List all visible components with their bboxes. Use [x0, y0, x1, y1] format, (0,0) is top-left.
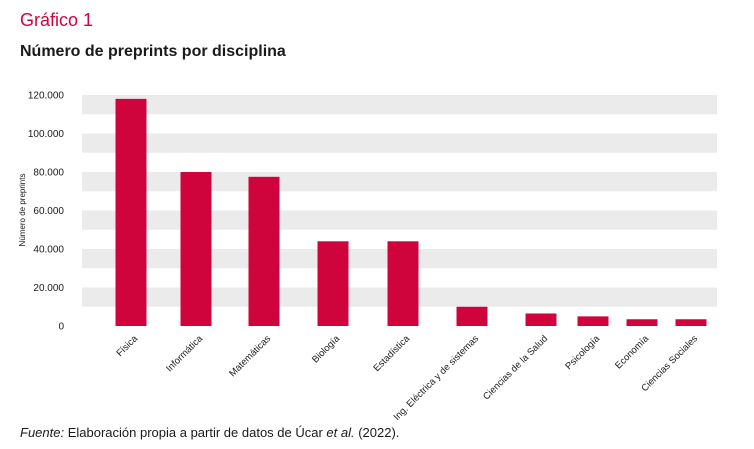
bar	[577, 316, 609, 326]
source-note: Fuente: Elaboración propia a partir de d…	[20, 425, 399, 440]
x-tick-label: Física	[114, 333, 140, 359]
chart-title: Número de preprints por disciplina	[20, 43, 286, 60]
y-tick-label: 60.000	[33, 206, 64, 217]
source-text: Elaboración propia a partir de datos de …	[64, 425, 327, 440]
y-axis-label: Número de preprints	[18, 174, 27, 247]
bar	[675, 319, 707, 326]
x-tick-label: Psicología	[563, 333, 602, 372]
x-tick-label: Economía	[613, 333, 652, 372]
x-tick-label: Ciencias de la Salud	[481, 333, 550, 402]
figure-label: Gráfico 1	[20, 10, 94, 30]
source-prefix: Fuente:	[20, 425, 65, 440]
x-tick-label: Informática	[164, 333, 206, 375]
bar	[180, 172, 212, 326]
bar	[248, 176, 280, 326]
x-tick-label: Matemáticas	[227, 333, 273, 379]
bar	[626, 319, 658, 326]
x-tick-label: Estadística	[371, 333, 412, 374]
bar	[115, 98, 147, 326]
bar-chart: 020.00040.00060.00080.000100.000120.000 …	[18, 91, 717, 420]
bar	[387, 241, 419, 326]
source-etal: et al.	[326, 425, 355, 440]
grid-band	[82, 210, 717, 230]
y-tick-label: 0	[58, 322, 64, 333]
y-tick-label: 100.000	[28, 129, 65, 140]
grid-band	[82, 95, 717, 115]
y-tick-label: 40.000	[33, 245, 64, 256]
x-axis-ticks: Física Informática Matemáticas Biología Esta…	[114, 333, 700, 420]
y-tick-label: 20.000	[33, 283, 64, 294]
y-tick-label: 80.000	[33, 168, 64, 179]
y-tick-label: 120.000	[28, 91, 65, 102]
grid-band	[82, 133, 717, 153]
grid-band	[82, 172, 717, 192]
bar	[525, 313, 557, 326]
bars	[115, 98, 707, 326]
bar	[456, 306, 488, 326]
bar	[317, 241, 349, 326]
source-suffix: (2022).	[354, 425, 400, 440]
x-tick-label: Biología	[310, 333, 343, 366]
y-axis-ticks: 0 20.000 40.000 60.000 80.000 100.000 120.000	[28, 91, 65, 333]
